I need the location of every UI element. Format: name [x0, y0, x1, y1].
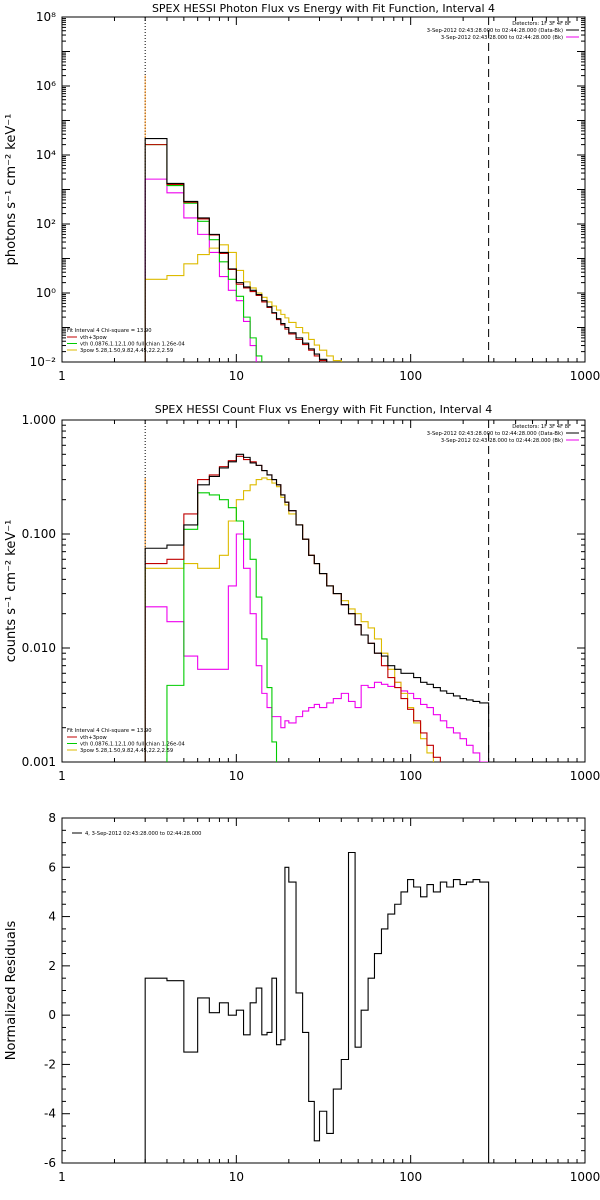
- series-bk-line: [144, 178, 490, 362]
- chart-title: SPEX HESSI Photon Flux vs Energy with Fi…: [152, 2, 495, 15]
- fit-legend-label: vth+3pow: [80, 735, 108, 741]
- y-tick-label: 0: [48, 1008, 56, 1022]
- fit-legend-label: vth+3pow: [80, 335, 108, 341]
- chart-panel-3: 1 10 100 1000 -6 -4 -2 0 2 4 6 8 Normalized Residual…: [4, 811, 600, 1184]
- y-tick-label: 10⁸: [36, 10, 56, 24]
- x-tick-label: 100: [399, 1170, 422, 1184]
- series-total-line: [145, 144, 328, 362]
- time-interval-label: 3-Sep-2012 02:43:28.000 to 02:44:28.000 …: [427, 28, 563, 34]
- fit-header: Fit Interval 4 Chi-square = 13.90: [67, 328, 152, 334]
- time-interval-label: 3-Sep-2012 02:43:28.000 to 02:44:28.000 …: [441, 438, 563, 444]
- y-tick-label: 6: [48, 860, 56, 874]
- series-data-line: [144, 453, 490, 762]
- chart-title: SPEX HESSI Count Flux vs Energy with Fit…: [155, 403, 492, 416]
- x-tick-label: 100: [399, 769, 422, 783]
- y-tick-label: 0.001: [22, 755, 56, 769]
- series-total-line: [145, 455, 441, 762]
- y-tick-label: 10⁴: [36, 148, 56, 162]
- y-tick-label: 10⁻²: [30, 355, 57, 369]
- y-axis-label: photons s⁻¹ cm⁻² keV⁻¹: [4, 114, 19, 266]
- x-tick-label: 1: [58, 369, 66, 383]
- y-tick-label: 10⁰: [36, 286, 56, 300]
- x-tick-label: 10: [229, 1170, 244, 1184]
- x-tick-label: 100: [399, 369, 422, 383]
- y-tick-label: 8: [48, 811, 56, 825]
- fit-legend-label: 3pow 5.28,1.50,9.82,4.45,22.2,2.59: [80, 748, 173, 754]
- y-tick-label: 2: [48, 959, 56, 973]
- plot-frame: [61, 16, 586, 363]
- y-tick-label: 0.100: [22, 527, 56, 541]
- chart-panel-2: SPEX HESSI Count Flux vs Energy with Fit…: [4, 403, 600, 783]
- series-bk-line: [144, 533, 489, 762]
- y-tick-label: 10⁶: [36, 79, 56, 93]
- fit-legend-label: 3pow 5.28,1.50,9.82,4.45,22.2,2.59: [80, 348, 173, 354]
- fit-header: Fit Interval 4 Chi-square = 13.90: [67, 728, 152, 734]
- plot-area: [144, 17, 490, 362]
- y-tick-label: -4: [44, 1107, 56, 1121]
- series-vth-line: [145, 144, 263, 362]
- fit-legend-label: vth 0.0876,1.12,1.00 full chian 1.26e-04: [80, 342, 185, 348]
- y-tick-label: 4: [48, 910, 56, 924]
- series-bpow-line: [144, 477, 490, 762]
- y-tick-label: 1.000: [22, 413, 56, 427]
- x-tick-label: 10: [229, 369, 244, 383]
- x-tick-label: 1: [58, 1170, 66, 1184]
- time-interval-label: 3-Sep-2012 02:43:28.000 to 02:44:28.000 …: [427, 431, 563, 437]
- x-tick-label: 1000: [570, 369, 600, 383]
- x-tick-label: 1000: [570, 1170, 600, 1184]
- y-axis-label: Normalized Residuals: [4, 921, 19, 1061]
- series-bpow-line: [144, 244, 490, 362]
- detectors-label: Detectors: 1F 3F 4F 8F: [512, 424, 571, 430]
- series-data-line: [144, 137, 490, 362]
- y-tick-label: 0.010: [22, 641, 56, 655]
- x-tick-label: 10: [229, 769, 244, 783]
- y-tick-label: 10²: [36, 217, 56, 231]
- y-tick-label: -6: [44, 1156, 56, 1170]
- detectors-label: Detectors: 1F 3F 4F 8F: [512, 21, 571, 27]
- x-tick-label: 1000: [570, 769, 600, 783]
- chart-panel-1: SPEX HESSI Photon Flux vs Energy with Fi…: [4, 2, 600, 383]
- x-tick-label: 1: [58, 769, 66, 783]
- plot-frame: [61, 419, 586, 763]
- series-vth-line: [166, 492, 278, 762]
- plot-area: [144, 420, 490, 762]
- residuals-legend-label: 4, 3-Sep-2012 02:43:28.000 to 02:44:28.0…: [85, 831, 201, 837]
- residuals-line: [144, 851, 490, 1163]
- y-axis-label: counts s⁻¹ cm⁻² keV⁻¹: [4, 520, 19, 663]
- fit-legend-label: vth 0.0876,1.12,1.00 full chian 1.26e-04: [80, 742, 185, 748]
- time-interval-label: 3-Sep-2012 02:43:28.000 to 02:44:28.000 …: [441, 35, 563, 41]
- y-tick-label: -2: [44, 1057, 56, 1071]
- plot-area: [144, 851, 490, 1163]
